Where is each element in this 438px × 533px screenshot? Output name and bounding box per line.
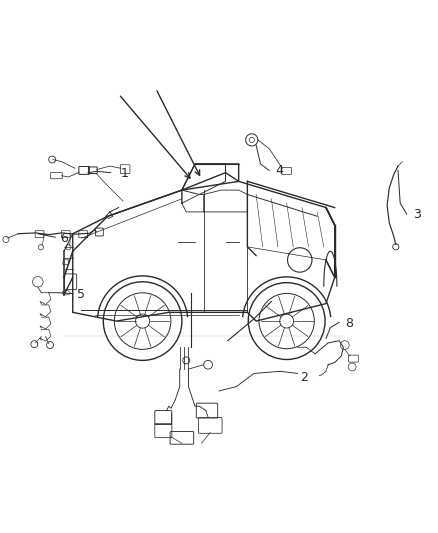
Text: 3: 3 — [413, 208, 421, 222]
Text: 5: 5 — [77, 288, 85, 301]
Text: 1: 1 — [121, 167, 129, 181]
Text: 2: 2 — [300, 372, 307, 384]
Text: 6: 6 — [60, 232, 67, 245]
Circle shape — [114, 293, 171, 349]
Text: 4: 4 — [276, 164, 284, 177]
Text: 8: 8 — [346, 317, 353, 330]
Circle shape — [259, 293, 314, 349]
